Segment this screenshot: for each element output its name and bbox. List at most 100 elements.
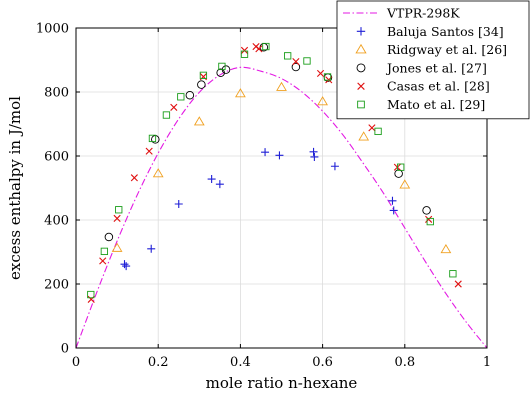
data-point [104,232,114,242]
data-point [148,134,157,143]
plot-frame [75,27,488,349]
data-point [130,174,138,182]
data-point [100,247,109,256]
line-series-vtpr [75,66,488,349]
data-point [240,50,249,58]
data-point [215,180,224,189]
legend-label: VTPR-298K [386,6,460,21]
series-1 [120,147,398,271]
legend-item: VTPR-298K [343,6,460,21]
data-point [185,90,195,100]
x-tick-label: 0.6 [312,355,333,370]
data-point [218,62,226,71]
data-point [426,217,434,226]
x-tick-label: 0.2 [148,355,169,370]
data-point [174,200,183,208]
data-point [193,116,205,126]
data-point [425,215,433,223]
series-5 [87,42,457,299]
data-point [261,148,270,157]
data-point [316,69,325,78]
data-point [120,260,129,269]
data-point [145,147,153,155]
data-point [87,295,95,303]
x-tick-label: 0.8 [394,355,415,370]
data-point [115,206,123,214]
x-axis-label: mole ratio n-hexane [206,374,358,392]
data-point [368,124,376,132]
data-point [262,42,270,51]
legend-box [336,0,530,120]
data-point [449,270,457,278]
x-tick-label: 1 [483,355,491,370]
data-point [197,80,206,89]
data-point [235,88,246,98]
x-tick-label: 0 [72,355,80,370]
data-point [422,206,431,215]
y-tick-label: 400 [44,214,69,229]
y-tick-label: 0 [61,342,69,357]
data-point [440,243,452,254]
data-point [394,169,403,178]
data-point [309,147,318,156]
legend-label: Jones et al. [27] [385,60,487,75]
data-point [152,168,164,178]
data-point [87,290,95,299]
data-point [275,151,284,160]
data-point [323,73,332,81]
data-point [111,242,123,252]
legend-marker [356,63,366,73]
legend-item: Jones et al. [27] [356,60,487,75]
legend-item: Ridgway et al. [26] [355,42,507,57]
data-point [99,257,107,265]
y-tick-label: 1000 [36,22,69,37]
data-point [374,127,382,136]
data-point [207,175,216,184]
legend-label: Ridgway et al. [26] [387,42,507,57]
legend-item: Mato et al. [29] [357,97,485,112]
data-point [303,57,311,65]
series-0 [75,66,488,349]
legend-item: Baluja Santos [34] [356,24,504,39]
y-tick-label: 600 [44,150,69,165]
data-point [147,244,156,253]
data-point [177,93,185,101]
y-axis-label: excess enthalpy in J/mol [6,96,24,280]
legend-marker [357,82,365,90]
data-point [199,71,208,80]
data-point [255,45,263,53]
legend-marker [356,27,366,36]
data-point [122,262,131,271]
data-point [170,103,178,111]
data-point [397,163,405,171]
data-point [291,62,301,72]
data-point [358,131,370,141]
series-4 [87,42,462,303]
y-tick-label: 800 [44,86,69,101]
legend-marker [355,43,367,54]
series-2 [111,81,452,254]
legend: VTPR-298K Baluja Santos [34] Ridgway et al… [336,0,530,120]
x-tick-label: 0.4 [230,355,251,370]
data-point [276,81,287,91]
ticks: 0 0.2 0.4 0.6 0.8 1 0 200 400 600 800 1000 [36,22,491,371]
data-point [388,196,397,205]
data-point [389,206,398,215]
legend-label: Casas et al. [28] [387,79,490,94]
data-point [317,96,328,106]
data-point [399,179,411,189]
legend-label: Baluja Santos [34] [387,24,504,39]
legend-item: Casas et al. [28] [357,79,490,94]
data-point [330,162,339,171]
series-layer [75,42,488,349]
legend-marker [357,100,365,109]
data-point [162,111,171,119]
data-point [292,58,300,66]
data-point [284,52,292,60]
legend-label: Mato et al. [29] [387,97,485,112]
data-point [310,152,319,161]
data-point [454,280,462,288]
data-point [240,46,249,54]
